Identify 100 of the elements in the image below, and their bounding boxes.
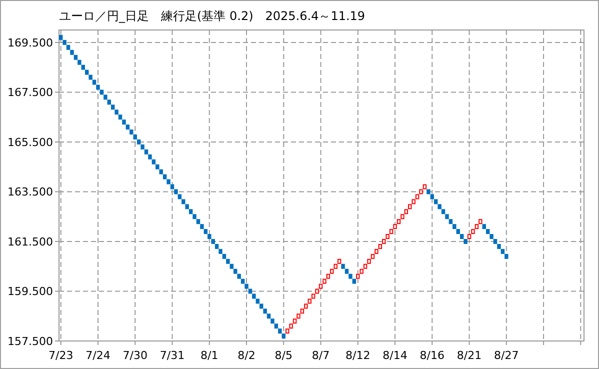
candlestick — [218, 248, 222, 254]
candlestick — [337, 258, 342, 264]
candlestick — [334, 264, 338, 269]
candlestick — [285, 328, 290, 334]
x-tick-label: 8/21 — [456, 349, 482, 362]
candlestick — [114, 110, 118, 115]
x-tick-label: 8/5 — [274, 349, 292, 362]
candlestick — [133, 134, 137, 140]
candlestick — [256, 298, 260, 304]
candlestick — [352, 278, 356, 284]
candlestick — [400, 214, 404, 220]
candlestick — [144, 149, 148, 154]
candlestick — [452, 224, 456, 230]
candlestick — [482, 224, 486, 230]
candlestick — [259, 304, 264, 309]
candlestick — [282, 334, 286, 339]
candlestick — [315, 288, 319, 294]
candlestick — [130, 130, 134, 134]
candlestick — [493, 238, 498, 244]
candlestick — [382, 238, 386, 244]
candlestick — [367, 258, 371, 264]
candlestick — [396, 219, 401, 224]
y-tick-label: 163.500 — [8, 186, 53, 199]
candlestick — [430, 194, 434, 200]
x-tick-label: 8/1 — [200, 349, 218, 362]
x-tick-label: 7/31 — [160, 349, 185, 362]
y-tick-label: 165.500 — [8, 136, 53, 149]
candlestick — [107, 100, 111, 105]
candlestick — [230, 264, 234, 269]
candlestick — [471, 229, 475, 234]
candlestick — [363, 264, 368, 269]
candlestick — [66, 44, 70, 50]
candlestick — [166, 179, 170, 184]
y-tick-label: 159.500 — [8, 285, 53, 298]
candlestick — [208, 234, 212, 239]
candlestick — [415, 194, 420, 200]
candlestick — [274, 324, 278, 329]
x-tick-label: 7/24 — [86, 349, 110, 362]
candlestick — [237, 274, 241, 279]
candlestick — [467, 234, 472, 239]
candlestick — [360, 268, 364, 274]
candlestick — [78, 60, 82, 65]
candlestick — [348, 274, 352, 279]
candlestick — [304, 304, 308, 309]
candlestick — [464, 238, 468, 244]
candlestick — [104, 94, 108, 100]
candlestick — [370, 254, 375, 259]
x-tick-label: 8/7 — [312, 349, 330, 362]
candlestick — [136, 139, 141, 144]
y-tick-label: 167.500 — [8, 86, 53, 100]
candlestick — [389, 229, 394, 234]
candlestick — [200, 224, 204, 230]
chart-title: ユーロ／円_日足 練行足(基準 0.2) 2025.6.4～11.19 — [59, 9, 366, 23]
candlestick — [148, 154, 152, 160]
candlestick — [448, 219, 453, 224]
candlestick — [419, 189, 423, 194]
candlestick — [159, 169, 163, 174]
candlestick — [330, 268, 334, 274]
candlestick — [244, 284, 248, 289]
candlestick — [486, 229, 490, 234]
candlestick — [126, 124, 130, 130]
candlestick — [70, 50, 74, 55]
candlestick — [296, 314, 300, 319]
candlestick — [178, 194, 182, 200]
x-tick-label: 8/27 — [494, 349, 519, 362]
candlestick — [386, 234, 390, 239]
candlestick — [474, 224, 479, 230]
candlestick — [478, 219, 482, 224]
y-tick-label: 157.500 — [8, 335, 53, 348]
x-tick-label: 8/16 — [420, 349, 444, 362]
candlestick — [460, 234, 464, 239]
candlestick — [445, 214, 449, 220]
candlestick — [252, 294, 256, 299]
candlestick — [456, 229, 460, 234]
candlestick — [426, 189, 430, 194]
x-tick-label: 7/30 — [122, 349, 148, 362]
candlestick — [214, 244, 219, 249]
candlestick — [122, 120, 126, 125]
candlestick — [240, 278, 245, 284]
candlestick — [59, 34, 63, 40]
candlestick — [96, 84, 100, 90]
candlestick — [422, 184, 427, 190]
candlestick — [118, 114, 122, 120]
candlestick — [322, 278, 326, 284]
candlestick — [300, 308, 304, 314]
candlestick — [196, 219, 200, 224]
candlestick — [326, 274, 330, 279]
candlestick — [490, 234, 494, 239]
candlestick — [110, 104, 115, 110]
candlestick — [278, 328, 282, 334]
candlestick — [500, 248, 505, 254]
candlestick — [204, 229, 208, 234]
candlestick — [356, 274, 360, 279]
candlestick — [174, 189, 178, 194]
candlestick — [100, 90, 104, 95]
candlestick — [408, 204, 412, 210]
candlestick — [226, 258, 230, 264]
candlestick — [292, 318, 297, 324]
candlestick — [341, 264, 345, 269]
candlestick — [88, 74, 92, 80]
